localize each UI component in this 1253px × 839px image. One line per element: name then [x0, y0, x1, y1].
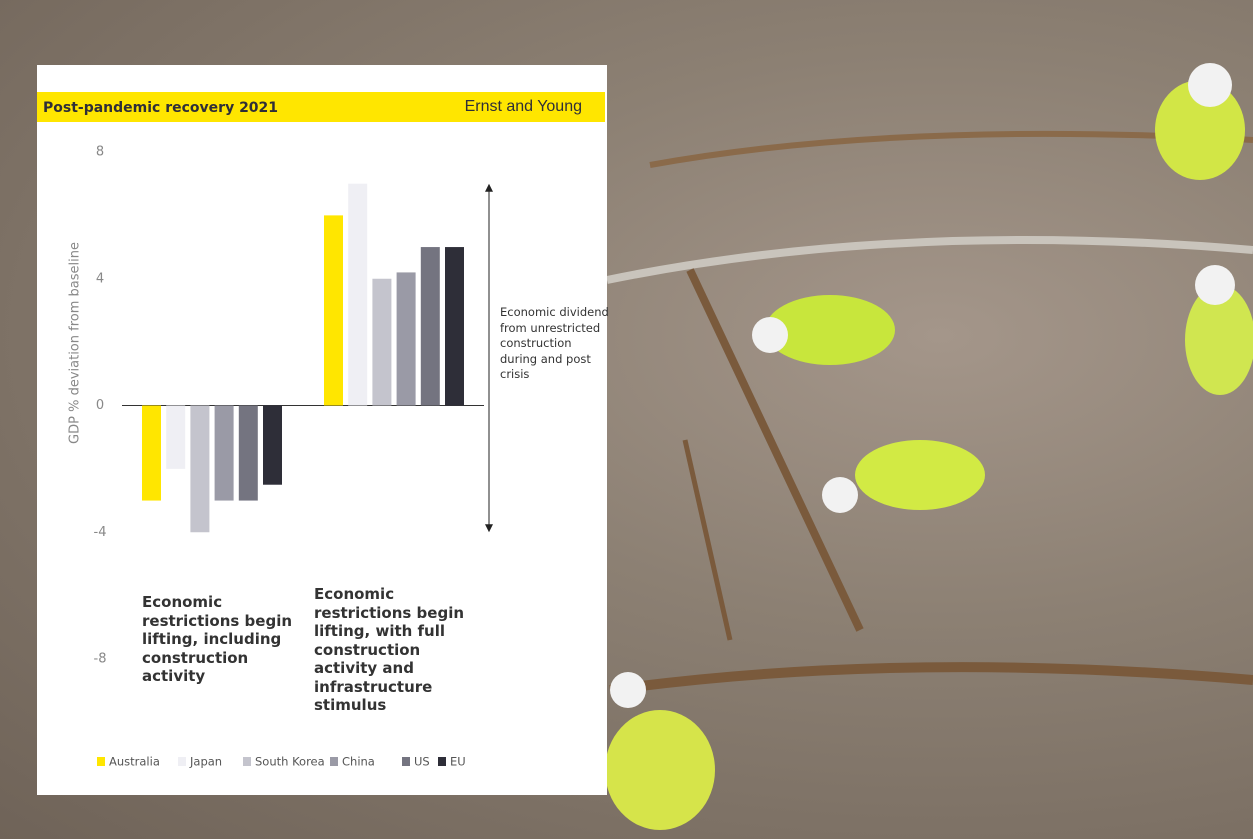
chart-title: Post-pandemic recovery 2021 — [43, 100, 278, 116]
legend-swatch — [330, 757, 338, 766]
legend-swatch — [243, 757, 251, 766]
legend-swatch — [438, 757, 446, 766]
legend-swatch — [178, 757, 186, 766]
legend-swatch — [402, 757, 410, 766]
annotation: Economic dividend from unrestricted cons… — [500, 305, 609, 382]
chart-panel: Post-pandemic recovery 2021 Ernst and Yo… — [37, 65, 609, 795]
y-axis-title: GDP % deviation from baseline — [68, 242, 83, 444]
legend-label: South Korea — [255, 755, 325, 769]
legend-label: Australia — [109, 755, 160, 769]
y-tick-label: 4 — [96, 271, 104, 286]
bar — [324, 215, 343, 406]
legend-label: US — [414, 755, 430, 769]
y-tick-label: -4 — [94, 525, 107, 540]
bar — [166, 405, 186, 469]
legend-label: EU — [450, 755, 466, 769]
arrow-head — [485, 183, 493, 192]
legend-label: China — [342, 755, 375, 769]
arrow-head — [485, 524, 493, 533]
bar — [445, 247, 464, 406]
bar — [372, 278, 392, 406]
category-label: Economic restrictions begin lifting, wit… — [314, 585, 465, 714]
bar — [142, 405, 161, 501]
bar — [420, 247, 440, 406]
y-tick-label: 0 — [96, 398, 104, 413]
legend-swatch — [97, 757, 105, 766]
y-tick-label: -8 — [94, 652, 107, 667]
y-tick-label: 8 — [96, 145, 104, 160]
bar — [214, 405, 234, 501]
source: Ernst and Young — [465, 98, 582, 115]
header-bar — [37, 92, 605, 122]
chart: Post-pandemic recovery 2021 Ernst and Yo… — [37, 92, 605, 769]
bar — [263, 405, 282, 485]
bar — [348, 183, 368, 406]
bar — [238, 405, 258, 501]
category-label: Economic restrictions begin lifting, inc… — [142, 593, 293, 685]
bar — [190, 405, 210, 533]
bar — [396, 272, 416, 406]
legend-label: Japan — [189, 755, 222, 769]
